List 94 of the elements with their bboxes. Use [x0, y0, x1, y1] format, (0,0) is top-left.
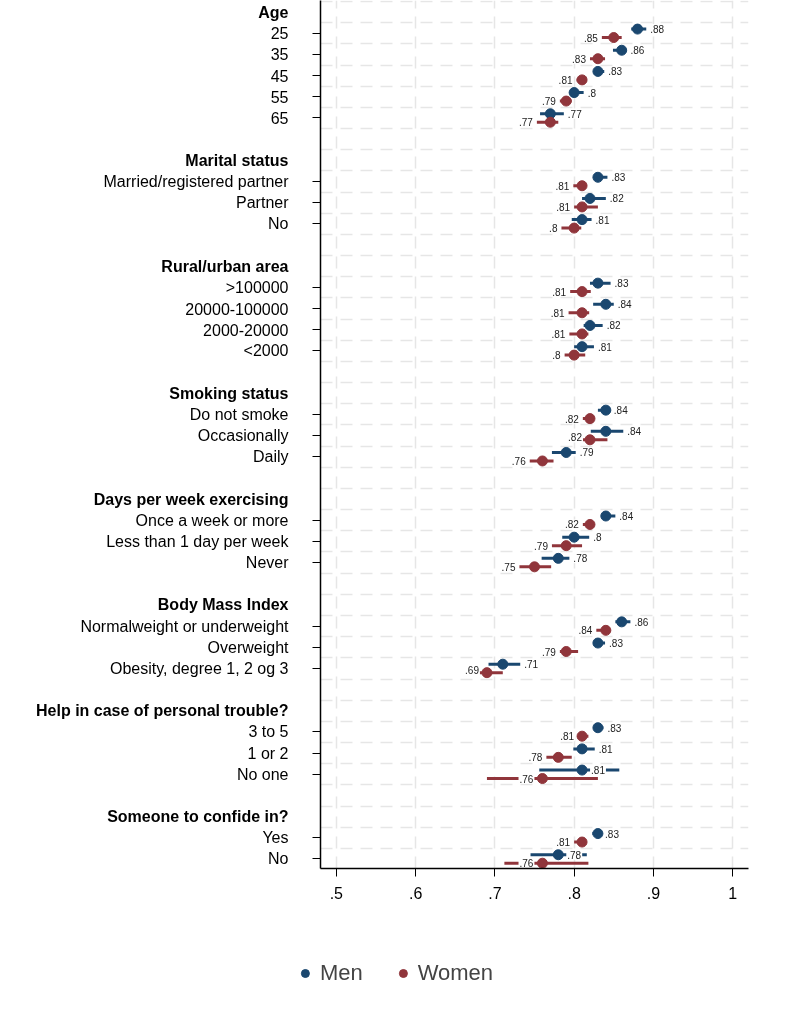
y-tick-label: Normalweight or underweight — [80, 617, 290, 635]
data-label: .81 — [550, 307, 566, 319]
y-tick-label: No one — [236, 765, 289, 783]
data-label: .76 — [519, 858, 534, 870]
data-label: .82 — [609, 193, 625, 205]
data-label: .82 — [568, 432, 583, 444]
data-label: .81 — [558, 74, 573, 86]
data-label: .8 — [549, 223, 558, 235]
data-label: .79 — [579, 447, 595, 459]
data-label: .78 — [573, 553, 588, 565]
y-tick-label: >100000 — [225, 278, 289, 296]
data-label: .78 — [528, 752, 543, 764]
y-tick-label: 1 or 2 — [247, 744, 289, 762]
y-tick-label: <2000 — [243, 342, 289, 360]
data-label: .81 — [555, 180, 570, 192]
data-label: .83 — [609, 638, 624, 650]
y-tick-label: Married/registered partner — [103, 173, 290, 191]
x-tick-label: 1 — [728, 884, 738, 902]
data-label: .82 — [606, 320, 621, 332]
data-label: .69 — [465, 665, 480, 677]
data-label: .83 — [607, 722, 622, 734]
y-tick-label: Overweight — [207, 638, 290, 656]
legend-label: Women — [417, 959, 494, 986]
data-label: .8 — [552, 350, 562, 362]
data-label: .81 — [591, 765, 606, 777]
data-label: .81 — [552, 286, 567, 298]
data-label: .84 — [578, 625, 593, 637]
data-label: .83 — [614, 278, 629, 290]
data-label: .79 — [541, 96, 557, 108]
data-label: .81 — [598, 743, 614, 755]
y-tick-label: Body Mass Index — [157, 596, 289, 614]
y-tick-label: Rural/urban area — [161, 257, 289, 275]
data-label: .83 — [611, 172, 626, 184]
y-tick-label: Never — [245, 554, 290, 572]
data-label: .8 — [593, 532, 602, 544]
y-tick-label: 3 to 5 — [248, 723, 289, 741]
data-label: .84 — [613, 405, 629, 417]
data-label: .84 — [627, 426, 642, 438]
data-label: .81 — [556, 837, 571, 849]
y-tick-label: Smoking status — [169, 384, 289, 402]
data-label: .82 — [564, 519, 580, 531]
data-label: .78 — [567, 849, 582, 861]
y-tick-label: 20000-100000 — [185, 300, 289, 318]
data-label: .85 — [583, 32, 599, 44]
y-tick-label: Yes — [262, 829, 289, 847]
data-label: .81 — [556, 201, 571, 213]
y-tick-label: Help in case of personal trouble? — [36, 702, 289, 720]
data-label: .83 — [572, 53, 587, 65]
y-tick-label: No — [268, 850, 289, 868]
y-tick-label: Less than 1 day per week — [106, 532, 290, 550]
data-label: .77 — [518, 117, 534, 129]
data-label: .82 — [564, 413, 580, 425]
x-tick-label: .8 — [567, 884, 581, 902]
y-tick-label: 45 — [270, 67, 289, 85]
y-tick-label: Marital status — [185, 151, 289, 169]
y-tick-label: Occasionally — [197, 427, 289, 445]
data-label: .75 — [501, 561, 516, 573]
data-label: .71 — [524, 659, 539, 671]
data-label: .86 — [634, 616, 649, 628]
data-label: .81 — [560, 731, 575, 743]
data-label: .81 — [595, 214, 610, 226]
y-tick-label: 25 — [270, 25, 289, 43]
y-tick-label: 65 — [270, 110, 289, 127]
data-label: .79 — [534, 540, 549, 552]
x-tick-label: .9 — [646, 884, 661, 902]
data-label: .86 — [630, 45, 645, 57]
data-label: .79 — [541, 646, 557, 658]
data-label: .83 — [605, 828, 620, 840]
data-label: .76 — [519, 773, 534, 785]
data-label: .83 — [608, 66, 623, 78]
x-tick-label: .6 — [408, 884, 423, 902]
y-tick-label: Partner — [236, 194, 290, 212]
y-tick-label: 2000-20000 — [203, 321, 289, 339]
y-tick-label: 35 — [270, 46, 289, 64]
data-label: .81 — [551, 328, 566, 340]
y-tick-label: Age — [258, 3, 289, 21]
y-tick-label: Someone to confide in? — [107, 808, 289, 826]
y-tick-label: No — [268, 215, 289, 233]
data-label: .88 — [650, 24, 665, 36]
data-label: .77 — [567, 108, 583, 120]
legend-label: Men — [319, 959, 363, 986]
y-tick-label: Obesity, degree 1, 2 og 3 — [110, 659, 289, 677]
y-tick-label: Days per week exercising — [93, 490, 289, 508]
data-label: .8 — [587, 87, 597, 99]
y-tick-label: Once a week or more — [135, 511, 289, 529]
y-tick-label: Do not smoke — [189, 405, 289, 423]
data-label: .81 — [597, 341, 613, 353]
x-tick-label: .5 — [329, 884, 344, 902]
data-label: .76 — [511, 455, 527, 467]
y-tick-label: 55 — [270, 88, 289, 106]
x-tick-label: .7 — [488, 884, 502, 902]
y-tick-label: Daily — [252, 448, 289, 466]
data-label: .84 — [619, 511, 634, 523]
data-label: .84 — [617, 299, 633, 311]
